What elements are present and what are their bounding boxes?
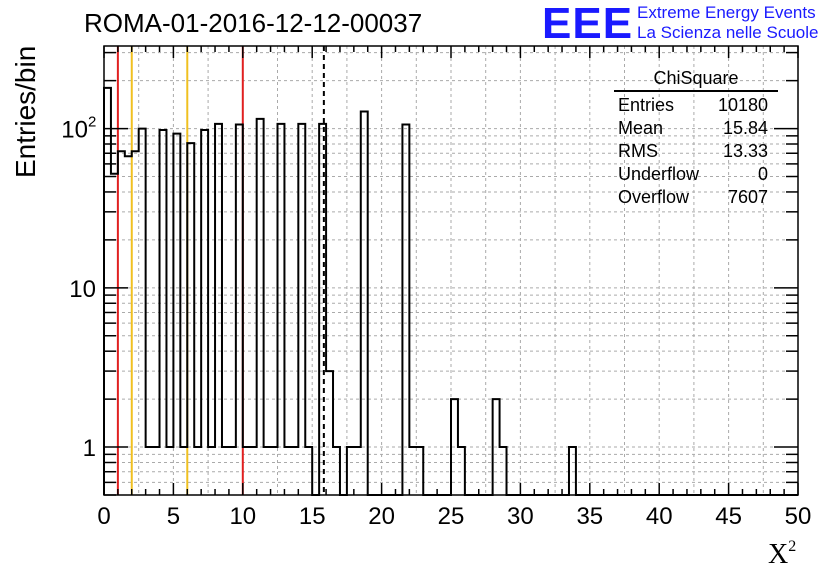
x-tick-labels: 0 5 10 15 20 25 30 35 40 45 50 xyxy=(97,503,811,530)
x-axis-label-text: X xyxy=(768,539,789,570)
y-tick-label: 10 xyxy=(61,117,88,144)
stats-row-label: RMS xyxy=(618,141,658,161)
x-tick-label: 40 xyxy=(646,503,673,530)
logo-subtitle-line2: La Scienza nelle Scuole xyxy=(637,23,819,42)
y-tick-label: 10 xyxy=(69,276,96,303)
stats-row: RMS 13.33 xyxy=(610,141,778,164)
stats-row-value: 7607 xyxy=(727,187,768,207)
stats-row-value: 0 xyxy=(757,164,768,184)
eee-logo: EEE xyxy=(542,0,634,48)
axis-ticks xyxy=(103,46,799,496)
x-tick-label: 30 xyxy=(507,503,534,530)
stats-row-value: 13.33 xyxy=(722,141,768,161)
stats-row-label: Underflow xyxy=(618,164,700,184)
x-tick-label: 0 xyxy=(97,503,110,530)
stats-row-value: 15.84 xyxy=(722,118,768,138)
reference-lines xyxy=(116,46,325,495)
stats-row-label: Entries xyxy=(618,95,675,115)
grid-layer xyxy=(104,46,798,496)
chart-title: ROMA-01-2016-12-12-00037 xyxy=(84,8,423,38)
stats-row: Mean 15.84 xyxy=(610,118,778,141)
stats-row: Entries 10180 xyxy=(610,95,778,118)
logo-subtitle-line1: Extreme Energy Events xyxy=(637,3,816,22)
y-tick-label-exponent: 2 xyxy=(88,114,96,131)
x-tick-label: 5 xyxy=(167,503,180,530)
x-axis-label-sup: 2 xyxy=(788,538,797,555)
stats-box: ChiSquare Entries 10180 Mean 15.84 RMS 13.33 U… xyxy=(610,68,778,210)
x-tick-label: 25 xyxy=(438,503,465,530)
y-tick-label: 1 xyxy=(83,435,96,462)
x-tick-label: 45 xyxy=(715,503,742,530)
x-tick-label: 35 xyxy=(576,503,603,530)
x-tick-label: 20 xyxy=(368,503,395,530)
stats-title: ChiSquare xyxy=(614,68,778,92)
x-tick-label: 10 xyxy=(229,503,256,530)
stats-row-value: 10180 xyxy=(717,95,768,115)
y-axis-label: Entries/bin xyxy=(10,45,41,178)
x-tick-label: 15 xyxy=(299,503,326,530)
stats-rows: Entries 10180 Mean 15.84 RMS 13.33 Underflow 0 O… xyxy=(610,95,778,210)
stats-row: Underflow 0 xyxy=(610,164,778,187)
x-tick-label: 50 xyxy=(785,503,812,530)
stats-row-label: Overflow xyxy=(618,187,690,207)
stats-row-label: Mean xyxy=(618,118,664,138)
x-axis-label: X2 xyxy=(768,538,796,571)
stats-row: Overflow 7607 xyxy=(610,187,778,210)
